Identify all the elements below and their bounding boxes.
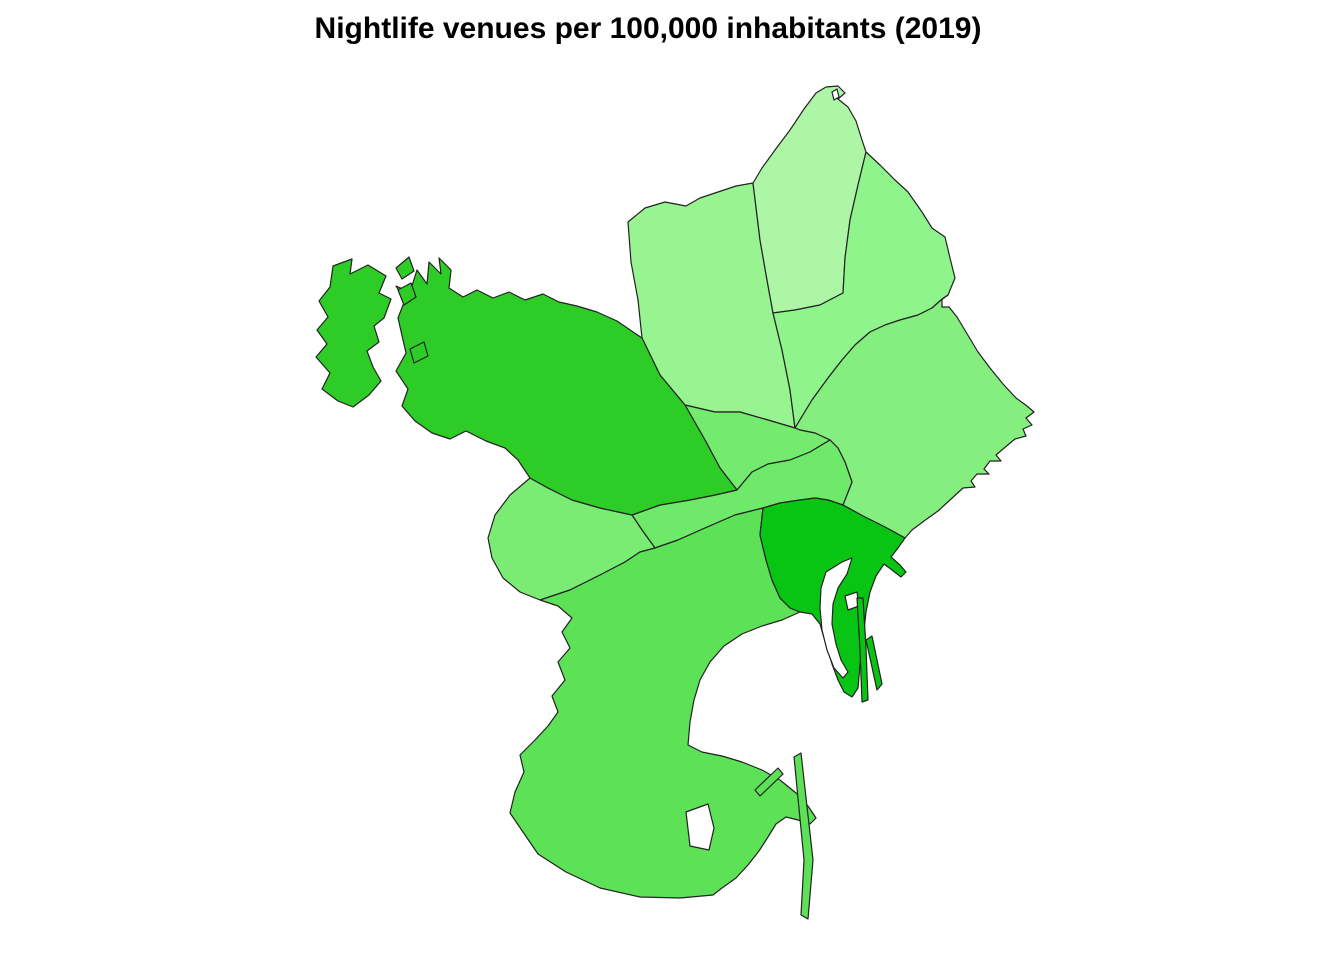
chart-title: Nightlife venues per 100,000 inhabitants… [314, 12, 982, 45]
region-district-south [509, 507, 817, 899]
pier-pier-harbor-short [754, 767, 784, 797]
region-district-northwest-islet-a [395, 256, 415, 280]
region-district-northwest-detached [315, 258, 392, 408]
region-district-northwest-islet-c [409, 341, 429, 364]
region-district-east-coastal [794, 294, 1035, 539]
pier-pier-oldtown-long [856, 597, 869, 703]
water-water-horn-slit [831, 88, 840, 101]
water-water-dock-notch [685, 803, 715, 851]
water-water-marina-large [819, 557, 853, 679]
pier-pier-breakwater-long [793, 752, 814, 920]
region-district-northwest-main [395, 257, 738, 516]
pier-pier-oldtown-diagonal [865, 635, 883, 691]
region-district-northwest-islet-b [397, 282, 417, 306]
